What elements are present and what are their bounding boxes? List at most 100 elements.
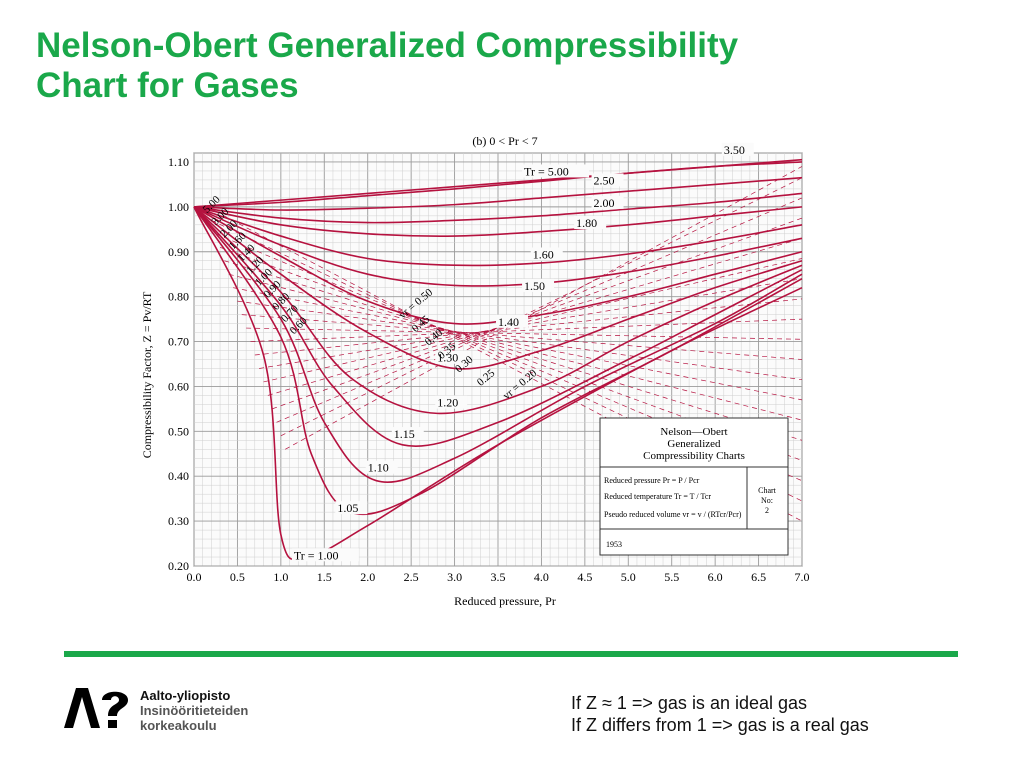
note-real-gas: If Z differs from 1 => gas is a real gas xyxy=(571,715,869,735)
isotherm-curve xyxy=(193,206,803,237)
isotherm-curve xyxy=(193,161,803,208)
y-tick-label: 1.10 xyxy=(168,155,189,169)
x-tick-label: 1.0 xyxy=(273,570,288,584)
x-tick-label: 6.0 xyxy=(708,570,723,584)
axis-ticks: 0.0 0.5 1.0 1.5 2.0 2.5 3.0 3.5 4.0 4.5 5.0 5.5 6.0 6… xyxy=(168,155,810,584)
isotherm-curve xyxy=(193,206,803,447)
isotherm-label: 2.50 xyxy=(594,173,615,187)
y-axis-label: Compressibility Factor, Z = Pv/RT xyxy=(140,291,154,458)
chart-legend-box: Nelson—Obert Generalized Compressibility… xyxy=(599,417,789,556)
x-tick-label: 0.5 xyxy=(230,570,245,584)
label-bg xyxy=(574,216,607,230)
x-tick-label: 4.0 xyxy=(534,570,549,584)
label-bg xyxy=(522,278,555,292)
isotherm-curves xyxy=(193,158,803,561)
isotherm-curve xyxy=(193,206,803,370)
isotherm-curve xyxy=(193,176,803,211)
y-tick-label: 0.40 xyxy=(168,469,189,483)
gas-notes: If Z ≈ 1 => gas is an ideal gas If Z dif… xyxy=(571,692,869,736)
label-bg xyxy=(721,142,754,156)
title-line-1: Nelson-Obert Generalized Compressibility xyxy=(36,26,739,65)
isochore-line xyxy=(246,327,803,340)
legend-chart-no-1: Chart xyxy=(758,486,777,495)
label-bg xyxy=(365,460,398,474)
isotherm-label: 1.60 xyxy=(533,247,554,261)
label-bg xyxy=(435,395,468,409)
isochore-line xyxy=(285,166,803,450)
x-tick-label: 1.5 xyxy=(317,570,332,584)
isotherm-label: 1.15 xyxy=(394,427,415,441)
legend-def-3: Pseudo reduced volume vr = v / (RTcr/Pcr… xyxy=(604,510,742,519)
title-line-2: Chart for Gases xyxy=(36,66,299,105)
legend-chart-no-3: 2 xyxy=(765,506,769,515)
isochore-line xyxy=(280,177,803,437)
y-tick-label: 0.60 xyxy=(168,379,189,393)
isotherm-curve xyxy=(193,206,803,483)
org-line-3: korkeakoulu xyxy=(140,718,217,733)
x-tick-label: 0.0 xyxy=(187,570,202,584)
isochore-line xyxy=(259,278,803,369)
y-tick-label: 0.80 xyxy=(168,290,189,304)
org-line-2: Insinööritieteiden xyxy=(140,703,249,718)
isotherm-label: 2.00 xyxy=(594,196,615,210)
isochore-line xyxy=(272,217,803,410)
isochore-line xyxy=(250,318,803,342)
x-tick-label: 4.5 xyxy=(577,570,592,584)
label-bg xyxy=(496,314,528,328)
legend-title-3: Compressibility Charts xyxy=(643,450,745,462)
isotherm-label: 1.40 xyxy=(498,315,519,329)
x-tick-label: 2.5 xyxy=(404,570,419,584)
x-tick-label: 5.5 xyxy=(664,570,679,584)
legend-def-1: Reduced pressure Pr = P / Pcr xyxy=(604,476,700,485)
label-bg xyxy=(591,173,624,187)
isochore-line xyxy=(224,260,803,441)
y-tick-label: 0.30 xyxy=(168,514,189,528)
legend-year: 1953 xyxy=(606,540,622,549)
label-bg xyxy=(335,501,368,515)
x-tick-label: 3.5 xyxy=(491,570,506,584)
isotherm-curve xyxy=(193,206,803,267)
label-bg xyxy=(530,247,563,261)
isotherm-label: Tr = 1.00 xyxy=(294,548,339,562)
label-bg xyxy=(591,195,624,209)
compressibility-chart: 0.0 0.5 1.0 1.5 2.0 2.5 3.0 3.5 4.0 4.5 5.0 5.5 6.0 6… xyxy=(140,134,810,608)
isotherm-curve xyxy=(193,206,803,561)
organization-name: Aalto-yliopisto Insinööritieteiden korke… xyxy=(140,688,248,733)
isotherm-label: 3.50 xyxy=(724,143,745,157)
x-tick-label: 6.5 xyxy=(751,570,766,584)
x-tick-label: 2.0 xyxy=(360,570,375,584)
isotherm-curve xyxy=(193,206,803,415)
isochore-line xyxy=(263,258,803,383)
label-bg xyxy=(435,350,468,364)
isotherm-label: 1.50 xyxy=(524,279,545,293)
isochore-line xyxy=(267,237,803,396)
isotherm-curve xyxy=(193,206,803,287)
isotherm-label: Tr = 5.00 xyxy=(524,164,569,178)
isotherm-label: 1.80 xyxy=(576,216,597,230)
isochore-line xyxy=(215,233,803,482)
legend-def-2: Reduced temperature Tr = T / Tcr xyxy=(604,492,711,501)
y-tick-label: 1.00 xyxy=(168,200,189,214)
footer-divider xyxy=(64,651,958,657)
isotherm-curve xyxy=(193,192,803,224)
x-tick-label: 3.0 xyxy=(447,570,462,584)
isotherm-label: 1.20 xyxy=(437,396,458,410)
isotherm-label: 1.05 xyxy=(337,501,358,515)
y-tick-label: 0.70 xyxy=(168,335,189,349)
x-axis-label: Reduced pressure, Pr xyxy=(454,594,556,608)
legend-chart-no-2: No: xyxy=(761,496,773,505)
x-tick-label: 5.0 xyxy=(621,570,636,584)
chart-grid xyxy=(193,152,803,567)
label-bg xyxy=(391,427,424,441)
label-bg xyxy=(522,164,590,178)
isochore-line xyxy=(241,314,803,360)
isotherm-label: 1.30 xyxy=(437,351,458,365)
isochore-line xyxy=(254,298,803,356)
x-tick-label: 7.0 xyxy=(795,570,810,584)
isochore-line xyxy=(233,287,803,401)
isotherm-label: 1.10 xyxy=(368,461,389,475)
note-ideal-gas: If Z ≈ 1 => gas is an ideal gas xyxy=(571,693,808,713)
y-tick-label: 0.90 xyxy=(168,245,189,259)
legend-title-1: Nelson—Obert xyxy=(660,426,727,438)
y-tick-label: 0.50 xyxy=(168,424,189,438)
